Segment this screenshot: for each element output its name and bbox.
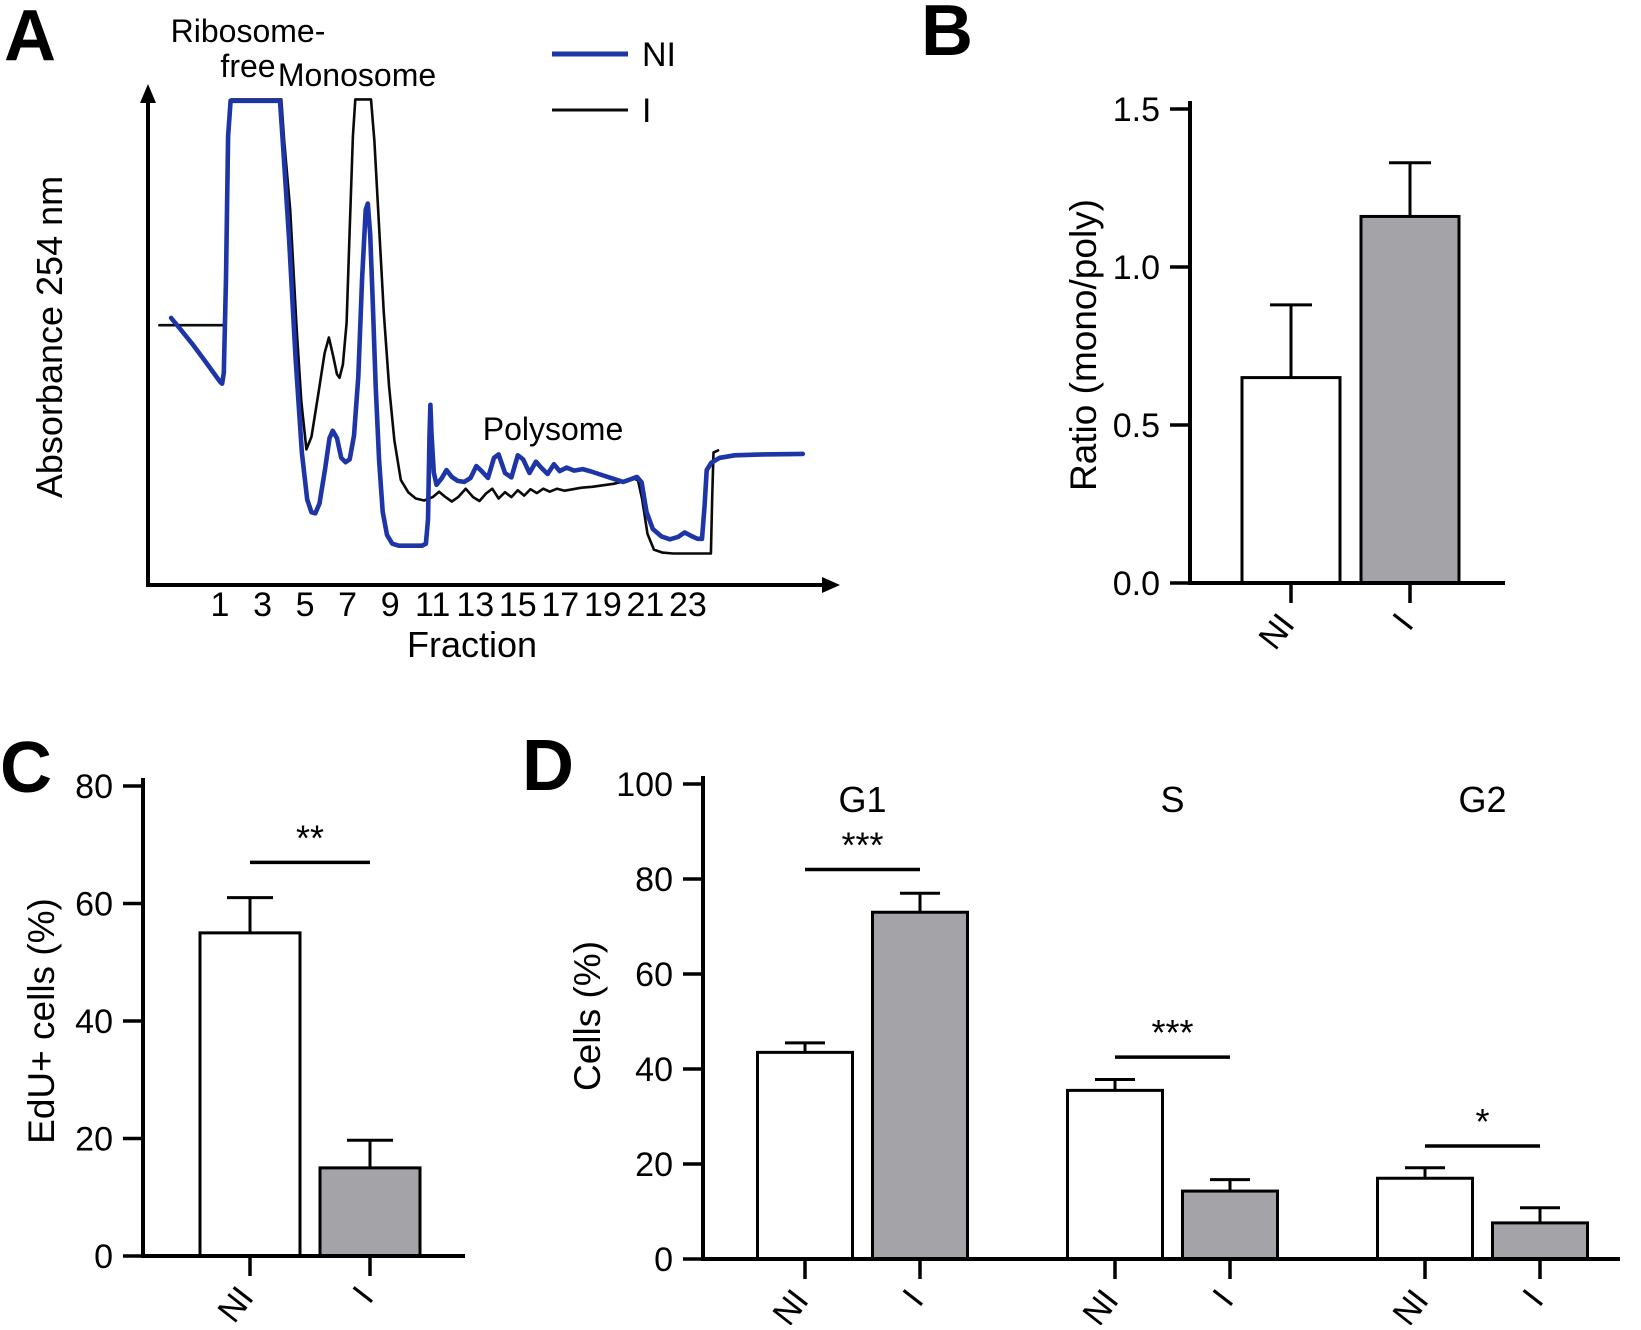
y-tick-label: 0.0 <box>1113 565 1160 603</box>
a-legend-label-i: I <box>642 92 651 130</box>
category-label-ni: NI <box>210 1280 261 1325</box>
a-trace-i <box>158 98 720 555</box>
y-tick-label: 60 <box>635 956 673 994</box>
y-tick-label: 0 <box>654 1241 673 1279</box>
category-label-ni-g1: NI <box>765 1283 816 1325</box>
y-tick-label: 0.5 <box>1113 407 1160 445</box>
y-tick-label: 1.0 <box>1113 249 1160 287</box>
category-label-ni-g2: NI <box>1385 1283 1436 1325</box>
a-annotation-polysome: Polysome <box>483 411 624 447</box>
a-x-axis-arrow-icon <box>822 577 840 593</box>
a-fraction-tick-label: 11 <box>415 586 450 624</box>
panel-letter-c: C <box>0 728 52 808</box>
bar-ni-g1 <box>756 1050 854 1261</box>
a-y-axis-label: Absorbance 254 nm <box>29 176 70 498</box>
significance-stars: ** <box>296 817 324 858</box>
y-tick-label: 40 <box>75 1003 113 1041</box>
y-tick-label: 40 <box>635 1051 673 1089</box>
bar-i-s <box>1181 1189 1279 1261</box>
panel-d-y-axis-label: Cells (%) <box>567 941 608 1091</box>
y-tick-label: 80 <box>635 861 673 899</box>
group-label-1: S <box>1160 779 1184 820</box>
a-y-axis-arrow-icon <box>140 84 156 103</box>
group-label-2: G2 <box>1458 779 1506 820</box>
significance-stars: *** <box>1151 1012 1193 1053</box>
bar-i <box>318 1166 422 1258</box>
a-fraction-tick-label: 3 <box>253 586 272 624</box>
a-fraction-tick-label: 9 <box>381 586 400 624</box>
a-fraction-tick-label: 7 <box>338 586 357 624</box>
a-fraction-tick-label: 15 <box>499 586 537 624</box>
panel-letter-a: A <box>4 0 56 76</box>
bar-ni <box>198 931 302 1258</box>
y-tick-label: 1.5 <box>1113 91 1160 129</box>
a-annotation-ribosome-free-line1: Ribosome- <box>171 13 326 49</box>
a-fraction-tick-label: 5 <box>296 586 315 624</box>
category-label-ni: NI <box>1251 607 1302 657</box>
bar-i-g1 <box>871 910 969 1261</box>
category-label-i: I <box>1386 607 1422 638</box>
a-legend-label-ni: NI <box>642 36 676 74</box>
bar-ni-g2 <box>1376 1176 1474 1261</box>
a-fraction-tick-label: 19 <box>584 586 622 624</box>
y-tick-label: 0 <box>94 1238 113 1276</box>
panel-letter-d: D <box>522 726 574 806</box>
a-fraction-tick-label: 17 <box>541 586 579 624</box>
panel-b-y-axis-label: Ratio (mono/poly) <box>1063 199 1104 491</box>
bar-ni <box>1240 376 1342 585</box>
a-annotation-ribosome-free-line2: free <box>220 48 275 84</box>
a-annotation-monosome: Monosome <box>278 57 436 93</box>
panel-c-y-axis-label: EdU+ cells (%) <box>21 898 62 1144</box>
y-tick-label: 20 <box>635 1146 673 1184</box>
a-fraction-tick-label: 13 <box>456 586 494 624</box>
a-trace-ni <box>168 98 806 548</box>
bar-i <box>1359 214 1461 585</box>
y-tick-label: 100 <box>616 766 673 804</box>
bar-ni-s <box>1066 1088 1164 1261</box>
a-fraction-tick-label: 1 <box>211 586 230 624</box>
y-tick-label: 20 <box>75 1121 113 1159</box>
category-label-i-s: I <box>1206 1283 1242 1314</box>
category-label-i-g2: I <box>1516 1283 1552 1314</box>
significance-stars: * <box>1475 1101 1489 1142</box>
bar-i-g2 <box>1491 1221 1589 1261</box>
y-tick-label: 60 <box>75 886 113 924</box>
significance-stars: *** <box>841 825 883 866</box>
a-fraction-tick-label: 23 <box>669 586 707 624</box>
category-label-ni-s: NI <box>1075 1283 1126 1325</box>
y-tick-label: 80 <box>75 768 113 806</box>
group-label-0: G1 <box>838 779 886 820</box>
panel-letter-b: B <box>921 0 973 71</box>
a-x-axis-label: Fraction <box>407 624 537 665</box>
category-label-i: I <box>346 1280 382 1311</box>
a-fraction-tick-label: 21 <box>626 586 664 624</box>
category-label-i-g1: I <box>896 1283 932 1314</box>
